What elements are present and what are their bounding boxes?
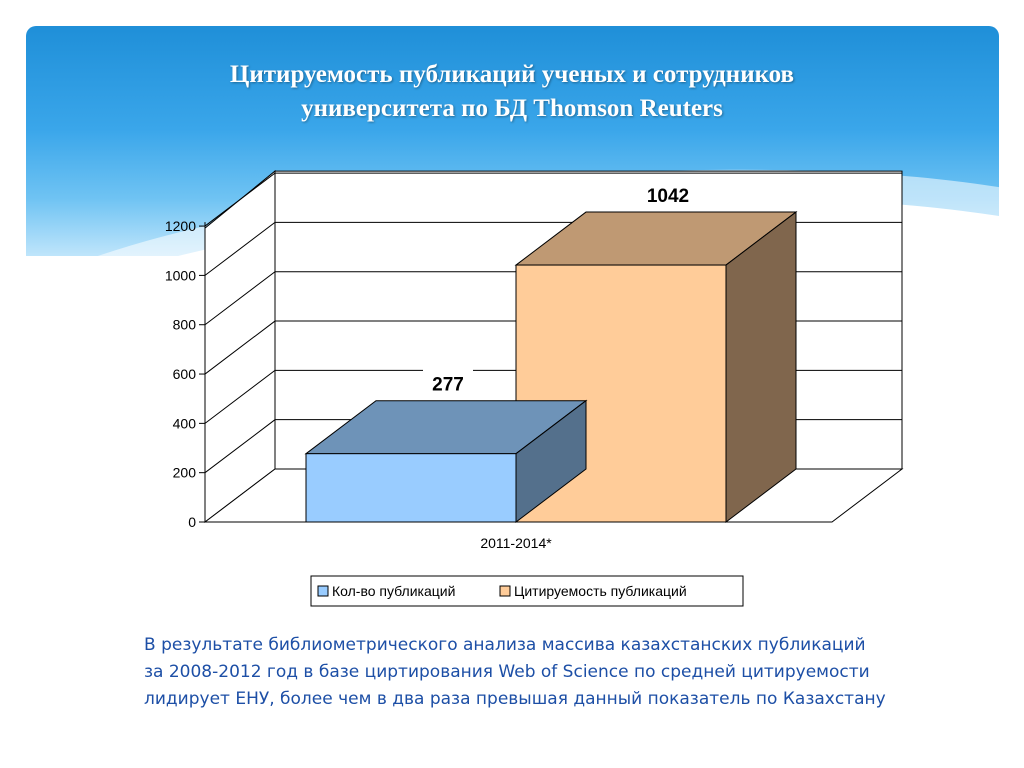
gridline [204,172,902,227]
data-label-box [423,368,473,399]
caption-line-1: В результате библиометрического анализа … [144,635,866,655]
legend-label: Кол-во публикаций [332,583,455,599]
data-label: 1042 [647,186,689,207]
bar-side-face [725,211,797,524]
y-tick-label: 200 [173,465,197,481]
legend: Кол-во публикаций Цитируемость публикаций [310,575,744,607]
legend-box [310,575,744,607]
y-tick-label: 1000 [165,267,196,283]
bar-1 [304,399,588,524]
legend-swatch [499,585,511,597]
data-label-box [637,180,699,211]
y-tick-label: 600 [173,366,197,382]
y-tick-label: 0 [188,514,196,530]
data-label: 277 [432,375,464,396]
y-tick-label: 1200 [165,218,196,234]
bar-front-face [305,453,517,523]
caption: В результате библиометрического анализа … [144,632,964,713]
caption-line-2: за 2008-2012 год в базе циртирования Web… [144,662,870,682]
caption-line-3: лидирует ЕНУ, более чем в два раза превы… [144,689,886,709]
x-tick-label: 2011-2014* [480,535,552,551]
y-tick-label: 800 [173,317,197,333]
chart-side-wall [204,170,276,524]
slide-title: Цитируемость публикаций ученых и сотрудн… [60,58,964,126]
legend-label: Цитируемость публикаций [514,583,687,599]
slide-title-line-2: университета по БД Thomson Reuters [301,95,723,122]
y-tick-label: 400 [173,415,197,431]
legend-swatch [317,585,329,597]
slide-title-line-1: Цитируемость публикаций ученых и сотрудн… [229,61,795,88]
bar-2 [514,211,798,524]
